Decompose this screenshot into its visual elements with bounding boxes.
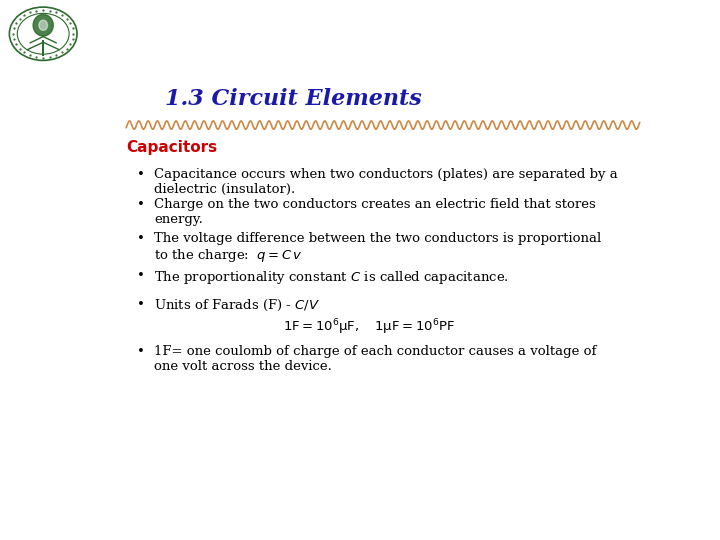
Text: •: •: [138, 198, 145, 211]
Ellipse shape: [33, 15, 53, 36]
Text: Capacitors: Capacitors: [126, 140, 217, 154]
Text: •: •: [138, 232, 145, 245]
Text: •: •: [138, 298, 145, 310]
Text: •: •: [138, 346, 145, 359]
Text: •: •: [138, 269, 145, 282]
Text: Charge on the two conductors creates an electric field that stores
energy.: Charge on the two conductors creates an …: [154, 198, 596, 226]
Text: The voltage difference between the two conductors is proportional
to the charge:: The voltage difference between the two c…: [154, 232, 601, 265]
Text: Capacitance occurs when two conductors (plates) are separated by a
dielectric (i: Capacitance occurs when two conductors (…: [154, 168, 618, 196]
Text: 1.3 Circuit Elements: 1.3 Circuit Elements: [166, 87, 422, 110]
Text: •: •: [138, 168, 145, 181]
Text: $\mathrm{1F=10^6\mu F, \quad 1\mu F=10^6PF}$: $\mathrm{1F=10^6\mu F, \quad 1\mu F=10^6…: [283, 318, 455, 337]
Text: 1F= one coulomb of charge of each conductor causes a voltage of
one volt across : 1F= one coulomb of charge of each conduc…: [154, 346, 597, 374]
Ellipse shape: [39, 20, 48, 30]
Text: The proportionality constant $C$ is called capacitance.: The proportionality constant $C$ is call…: [154, 269, 509, 286]
Text: Units of Farads (F) - $C/V$: Units of Farads (F) - $C/V$: [154, 298, 320, 313]
